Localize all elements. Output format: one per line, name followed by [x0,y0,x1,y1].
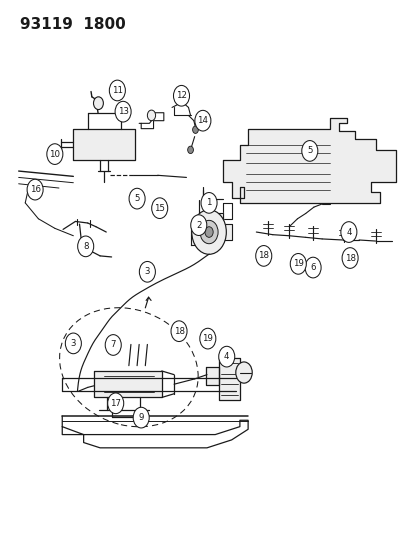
Text: 1: 1 [206,198,211,207]
Text: 4: 4 [345,228,351,237]
Text: 14: 14 [197,116,208,125]
Circle shape [147,110,155,120]
Circle shape [65,333,81,354]
Text: 15: 15 [154,204,165,213]
Text: 10: 10 [49,150,60,159]
Text: 19: 19 [292,260,303,268]
Text: 8: 8 [83,242,88,251]
Text: 93119  1800: 93119 1800 [20,17,125,33]
Circle shape [235,362,252,383]
Circle shape [201,192,216,213]
Text: 2: 2 [195,221,201,230]
Circle shape [304,257,320,278]
Circle shape [195,110,210,131]
Text: 7: 7 [110,341,116,350]
Circle shape [341,248,357,268]
Circle shape [151,198,167,219]
Circle shape [133,407,149,428]
Circle shape [301,141,317,161]
Circle shape [190,215,206,236]
Polygon shape [219,358,239,400]
Text: 11: 11 [112,86,123,95]
Text: 18: 18 [173,327,184,336]
Circle shape [187,146,193,154]
Text: 5: 5 [134,194,140,203]
Circle shape [78,236,93,257]
Circle shape [255,246,271,266]
Text: 18: 18 [344,254,355,263]
Text: 12: 12 [176,91,187,100]
Circle shape [340,222,356,243]
Circle shape [109,80,125,101]
Circle shape [93,97,103,110]
Text: 6: 6 [310,263,315,272]
Polygon shape [206,368,219,384]
Polygon shape [94,371,161,398]
Circle shape [204,227,213,237]
Circle shape [129,188,145,209]
Circle shape [173,85,189,106]
Text: 17: 17 [110,399,121,408]
Text: 13: 13 [117,107,128,116]
Text: 18: 18 [258,252,268,261]
Circle shape [171,321,187,342]
Polygon shape [73,128,135,160]
Circle shape [105,335,121,356]
Text: 19: 19 [202,334,213,343]
Polygon shape [190,214,231,245]
Circle shape [27,179,43,200]
Text: 16: 16 [30,185,40,194]
Circle shape [199,220,218,244]
Text: 5: 5 [306,147,312,156]
Circle shape [192,126,198,133]
Circle shape [191,210,226,254]
Circle shape [107,393,123,414]
Circle shape [115,101,131,122]
Circle shape [290,254,306,274]
Text: 3: 3 [71,339,76,348]
Polygon shape [223,118,395,203]
Circle shape [218,346,234,367]
Text: 4: 4 [223,352,229,361]
Text: 9: 9 [138,413,144,422]
Circle shape [47,144,63,165]
Text: 3: 3 [144,268,150,276]
Circle shape [139,262,155,282]
Circle shape [199,328,215,349]
